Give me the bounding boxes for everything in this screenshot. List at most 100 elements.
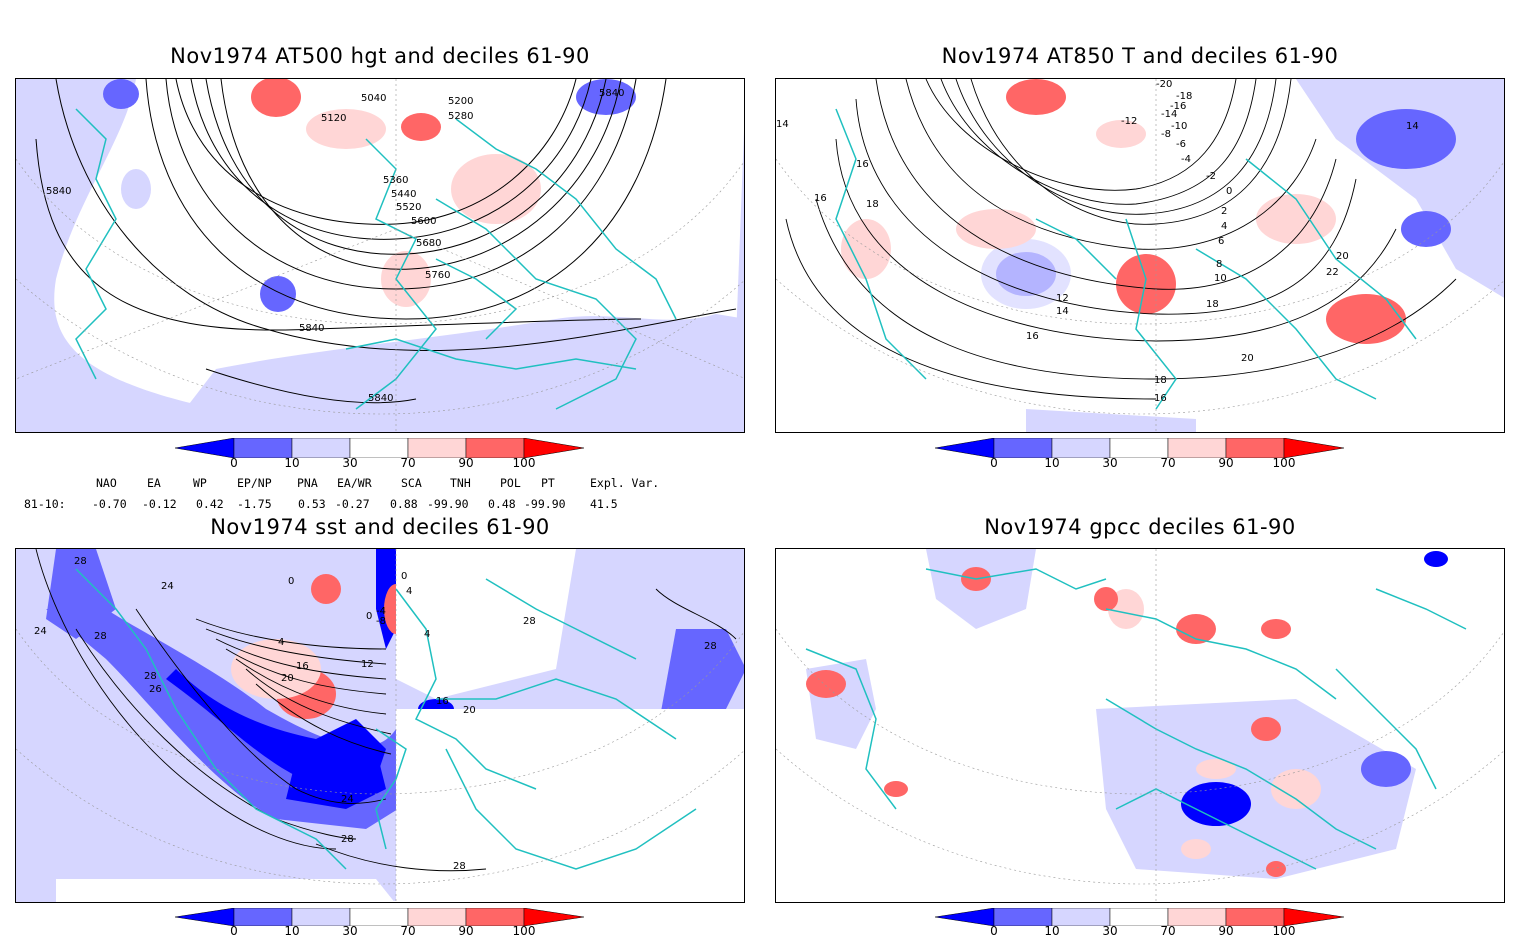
cbar-seg-1 [233, 907, 293, 927]
contour-label: -8 [376, 616, 386, 627]
cbar-label: 0 [230, 456, 238, 470]
contour-label: 28 [704, 641, 717, 652]
panel-title-sst: Nov1974 sst and deciles 61-90 [210, 515, 550, 539]
cbar-seg-6 [1283, 437, 1345, 459]
index-value: -1.75 [237, 497, 272, 511]
index-header: EP/NP [237, 476, 272, 490]
contour-label: 22 [1326, 267, 1339, 278]
contour-label: 5840 [368, 393, 393, 404]
index-value: 0.42 [196, 497, 224, 511]
cbar-seg-3 [349, 437, 409, 459]
contour-label: -10 [1171, 121, 1187, 132]
cbar-seg-2 [291, 907, 351, 927]
contour-label: 18 [866, 199, 879, 210]
cbar-label: 100 [512, 924, 536, 938]
map-panel-gpcc [775, 548, 1505, 903]
contour-label: 28 [144, 671, 157, 682]
cbar-label: 30 [342, 924, 358, 938]
contour-label: 16 [296, 661, 309, 672]
panel-title-gpcc: Nov1974 gpcc deciles 61-90 [984, 515, 1296, 539]
contour-label: 20 [463, 705, 476, 716]
contour-label: -20 [1156, 79, 1172, 90]
contour-label: -8 [1161, 129, 1171, 140]
cbar-seg-1 [993, 437, 1053, 459]
contour-label: 2 [1221, 206, 1227, 217]
contour-label: 14 [1406, 121, 1419, 132]
contour-label: 20 [281, 673, 294, 684]
panel-title-t850: Nov1974 AT850 T and deciles 61-90 [941, 44, 1339, 68]
contour-label: 24 [34, 626, 47, 637]
index-header: WP [193, 476, 207, 490]
contour-label: -2 [1206, 171, 1216, 182]
cbar-label: 0 [990, 456, 998, 470]
contour-label: 5680 [416, 238, 441, 249]
cbar-label: 30 [1102, 456, 1118, 470]
contour-label: -18 [1176, 91, 1192, 102]
contour-label: 5280 [448, 111, 473, 122]
cbar-label: 10 [1044, 924, 1060, 938]
index-header: PT [541, 476, 555, 490]
contour-label: 5360 [383, 175, 408, 186]
cbar-seg-6 [1283, 907, 1345, 927]
contour-label: 5120 [321, 113, 346, 124]
contour-label: -16 [1170, 101, 1186, 112]
contour-label: 16 [814, 193, 827, 204]
cbar-seg-0 [174, 907, 235, 927]
contour-label: 12 [361, 659, 374, 670]
index-value: -0.12 [142, 497, 177, 511]
contour-label: 12 [1056, 293, 1069, 304]
index-header: SCA [401, 476, 422, 490]
index-header: PNA [297, 476, 318, 490]
cbar-label: 30 [342, 456, 358, 470]
cbar-seg-4 [407, 437, 467, 459]
map-hgt500: 5040 5120 5200 5280 5360 5440 5520 5600 5680 5760… [16, 79, 744, 432]
map-gpcc [776, 549, 1504, 902]
cbar-seg-4 [1167, 907, 1227, 927]
cbar-seg-1 [993, 907, 1053, 927]
cbar-seg-0 [934, 907, 995, 927]
contour-label: 28 [341, 834, 354, 845]
index-value: -0.27 [335, 497, 370, 511]
index-row-label: 81-10: [24, 497, 66, 511]
cbar-label: 100 [1272, 456, 1296, 470]
contour-label: 18 [1154, 375, 1167, 386]
contour-label: 4 [1221, 221, 1227, 232]
contour-label: -4 [1181, 154, 1191, 165]
map-t850: -20-18-16-14-12 -10-8-6-4-202468101214161… [776, 79, 1504, 432]
cbar-seg-3 [1109, 437, 1169, 459]
contour-label: 5840 [46, 186, 71, 197]
cbar-seg-0 [934, 437, 995, 459]
cbar-seg-0 [174, 437, 235, 459]
cbar-label: 10 [284, 924, 300, 938]
map-panel-sst: 28 24 24 28 28 26 0 0 4 -4 0 -8 4 16 12 20 16 20 24 28 28 28 4… [15, 548, 745, 903]
contour-label: 4 [278, 637, 284, 648]
contour-label: 0 [401, 571, 407, 582]
contour-label: 6 [1218, 236, 1224, 247]
cbar-label: 0 [990, 924, 998, 938]
index-header: TNH [450, 476, 471, 490]
contour-label: 26 [149, 684, 162, 695]
cbar-label: 10 [1044, 456, 1060, 470]
cbar-label: 90 [1218, 456, 1234, 470]
cbar-seg-3 [349, 907, 409, 927]
index-header: NAO [96, 476, 117, 490]
contour-label: 24 [341, 794, 354, 805]
colorbar-top-left: 0 10 30 70 90 100 [174, 437, 585, 478]
contour-label: -12 [1121, 116, 1137, 127]
cbar-seg-6 [523, 907, 585, 927]
contour-label: 28 [523, 616, 536, 627]
cbar-seg-5 [465, 437, 525, 459]
contour-label: 24 [161, 581, 174, 592]
cbar-label: 90 [458, 924, 474, 938]
contour-label: 28 [74, 556, 87, 567]
cbar-seg-4 [1167, 437, 1227, 459]
cbar-seg-6 [523, 437, 585, 459]
contour-label: 16 [1026, 331, 1039, 342]
index-value: 0.48 [488, 497, 516, 511]
contour-label: 5440 [391, 189, 416, 200]
index-value: -99.90 [427, 497, 469, 511]
contour-label: 0 [366, 611, 372, 622]
contour-label: 4 [424, 629, 430, 640]
cbar-label: 70 [1160, 924, 1176, 938]
contour-label: 14 [776, 119, 789, 130]
